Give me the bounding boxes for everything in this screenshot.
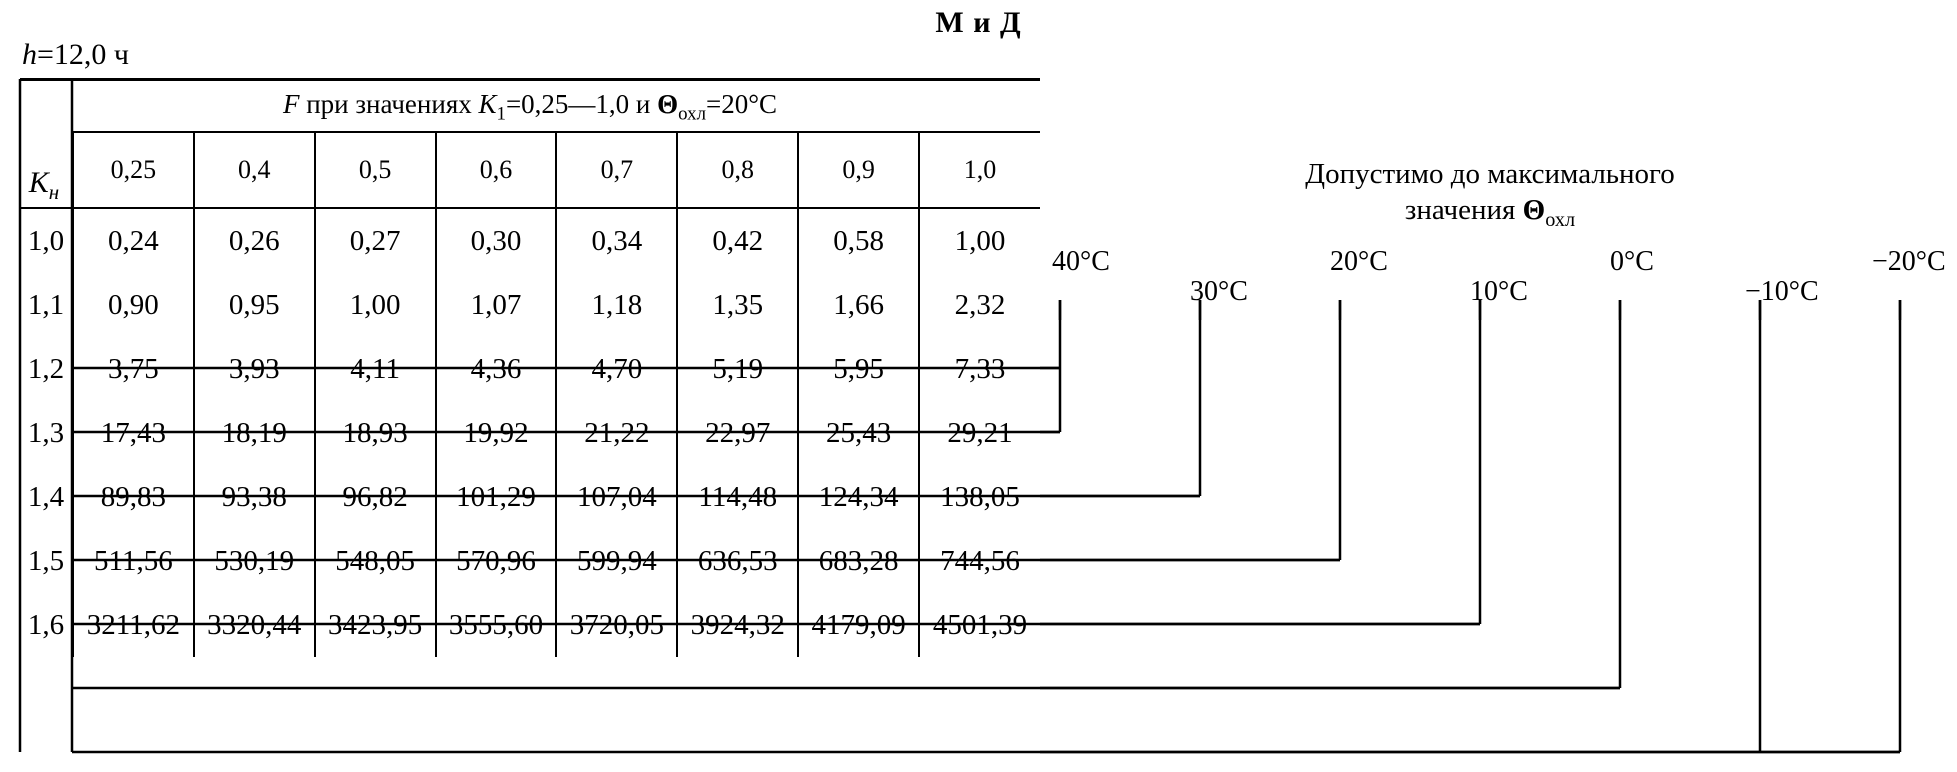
table-cell: 101,29 bbox=[436, 465, 557, 529]
col-header: 0,25 bbox=[73, 132, 194, 208]
table-cell: 0,24 bbox=[73, 208, 194, 273]
table-cell: 93,38 bbox=[194, 465, 315, 529]
data-table: F при значениях K1=0,25—1,0 и Θохл=20°C … bbox=[20, 78, 1040, 657]
row-header: 1,3 bbox=[20, 401, 73, 465]
temp-label: −20°C bbox=[1872, 246, 1946, 278]
table-cell: 1,00 bbox=[315, 273, 436, 337]
table-cell: 4,70 bbox=[556, 337, 677, 401]
col-header: 1,0 bbox=[919, 132, 1040, 208]
table-cell: 21,22 bbox=[556, 401, 677, 465]
table-cell: 0,34 bbox=[556, 208, 677, 273]
table-cell: 683,28 bbox=[798, 529, 919, 593]
table-cell: 5,19 bbox=[677, 337, 798, 401]
table-cell: 0,42 bbox=[677, 208, 798, 273]
temp-label: 20°C bbox=[1330, 246, 1388, 278]
h-equals-label: h=12,0 ч bbox=[22, 38, 129, 72]
temp-label: 40°C bbox=[1052, 246, 1110, 278]
table-cell: 1,18 bbox=[556, 273, 677, 337]
row-header: 1,0 bbox=[20, 208, 73, 273]
table-row: 1,489,8393,3896,82101,29107,04114,48124,… bbox=[20, 465, 1040, 529]
table-cell: 96,82 bbox=[315, 465, 436, 529]
row-header: 1,4 bbox=[20, 465, 73, 529]
table-cell: 18,93 bbox=[315, 401, 436, 465]
table-row: 1,10,900,951,001,071,181,351,662,32 bbox=[20, 273, 1040, 337]
table-cell: 1,00 bbox=[919, 208, 1040, 273]
table-cell: 3423,95 bbox=[315, 593, 436, 657]
table-cell: 3,93 bbox=[194, 337, 315, 401]
table-cell: 124,34 bbox=[798, 465, 919, 529]
col-header: 0,9 bbox=[798, 132, 919, 208]
table-cell: 0,58 bbox=[798, 208, 919, 273]
table-cell: 5,95 bbox=[798, 337, 919, 401]
table-cell: 3924,32 bbox=[677, 593, 798, 657]
col-header: 0,6 bbox=[436, 132, 557, 208]
table-row: 1,5511,56530,19548,05570,96599,94636,536… bbox=[20, 529, 1040, 593]
table-cell: 114,48 bbox=[677, 465, 798, 529]
table-grid: 0,25 0,4 0,5 0,6 0,7 0,8 0,9 1,0 1,00,24… bbox=[20, 131, 1040, 657]
col-header: 0,5 bbox=[315, 132, 436, 208]
row-header: 1,5 bbox=[20, 529, 73, 593]
table-row: 1,317,4318,1918,9319,9221,2222,9725,4329… bbox=[20, 401, 1040, 465]
table-cell: 599,94 bbox=[556, 529, 677, 593]
col-header: 0,4 bbox=[194, 132, 315, 208]
col-header: 0,7 bbox=[556, 132, 677, 208]
table-body: 1,00,240,260,270,300,340,420,581,001,10,… bbox=[20, 208, 1040, 657]
table-caption: F при значениях K1=0,25—1,0 и Θохл=20°C bbox=[20, 81, 1040, 131]
table-cell: 3555,60 bbox=[436, 593, 557, 657]
legend-title: Допустимо до максимальногозначения Θохл bbox=[1100, 156, 1880, 233]
table-cell: 4,36 bbox=[436, 337, 557, 401]
table-cell: 25,43 bbox=[798, 401, 919, 465]
temp-label: 30°C bbox=[1190, 276, 1248, 308]
table-cell: 17,43 bbox=[73, 401, 194, 465]
row-header: 1,1 bbox=[20, 273, 73, 337]
table-cell: 1,35 bbox=[677, 273, 798, 337]
row-axis-label: Kн bbox=[18, 166, 70, 205]
table-cell: 3,75 bbox=[73, 337, 194, 401]
table-cell: 4,11 bbox=[315, 337, 436, 401]
table-cell: 29,21 bbox=[919, 401, 1040, 465]
table-header-row: 0,25 0,4 0,5 0,6 0,7 0,8 0,9 1,0 bbox=[20, 132, 1040, 208]
table-cell: 4501,39 bbox=[919, 593, 1040, 657]
table-cell: 138,05 bbox=[919, 465, 1040, 529]
table-cell: 570,96 bbox=[436, 529, 557, 593]
table-cell: 4179,09 bbox=[798, 593, 919, 657]
table-cell: 744,56 bbox=[919, 529, 1040, 593]
table-cell: 1,07 bbox=[436, 273, 557, 337]
table-row: 1,00,240,260,270,300,340,420,581,00 bbox=[20, 208, 1040, 273]
table-row: 1,23,753,934,114,364,705,195,957,33 bbox=[20, 337, 1040, 401]
table-cell: 2,32 bbox=[919, 273, 1040, 337]
table-cell: 511,56 bbox=[73, 529, 194, 593]
table-cell: 1,66 bbox=[798, 273, 919, 337]
table-cell: 3720,05 bbox=[556, 593, 677, 657]
page-title: М и Д bbox=[0, 6, 1957, 40]
table-cell: 548,05 bbox=[315, 529, 436, 593]
table-cell: 107,04 bbox=[556, 465, 677, 529]
table-cell: 89,83 bbox=[73, 465, 194, 529]
col-header: 0,8 bbox=[677, 132, 798, 208]
table-cell: 22,97 bbox=[677, 401, 798, 465]
row-header: 1,6 bbox=[20, 593, 73, 657]
table-cell: 18,19 bbox=[194, 401, 315, 465]
table-cell: 3211,62 bbox=[73, 593, 194, 657]
row-header: 1,2 bbox=[20, 337, 73, 401]
table-cell: 0,27 bbox=[315, 208, 436, 273]
temp-label: 10°C bbox=[1470, 276, 1528, 308]
temp-label: −10°C bbox=[1745, 276, 1819, 308]
table-cell: 3320,44 bbox=[194, 593, 315, 657]
table-cell: 636,53 bbox=[677, 529, 798, 593]
table-cell: 0,90 bbox=[73, 273, 194, 337]
table-row: 1,63211,623320,443423,953555,603720,0539… bbox=[20, 593, 1040, 657]
table-cell: 19,92 bbox=[436, 401, 557, 465]
table-cell: 0,26 bbox=[194, 208, 315, 273]
table-cell: 0,30 bbox=[436, 208, 557, 273]
temp-label: 0°C bbox=[1610, 246, 1654, 278]
table-cell: 530,19 bbox=[194, 529, 315, 593]
table-cell: 7,33 bbox=[919, 337, 1040, 401]
table-cell: 0,95 bbox=[194, 273, 315, 337]
